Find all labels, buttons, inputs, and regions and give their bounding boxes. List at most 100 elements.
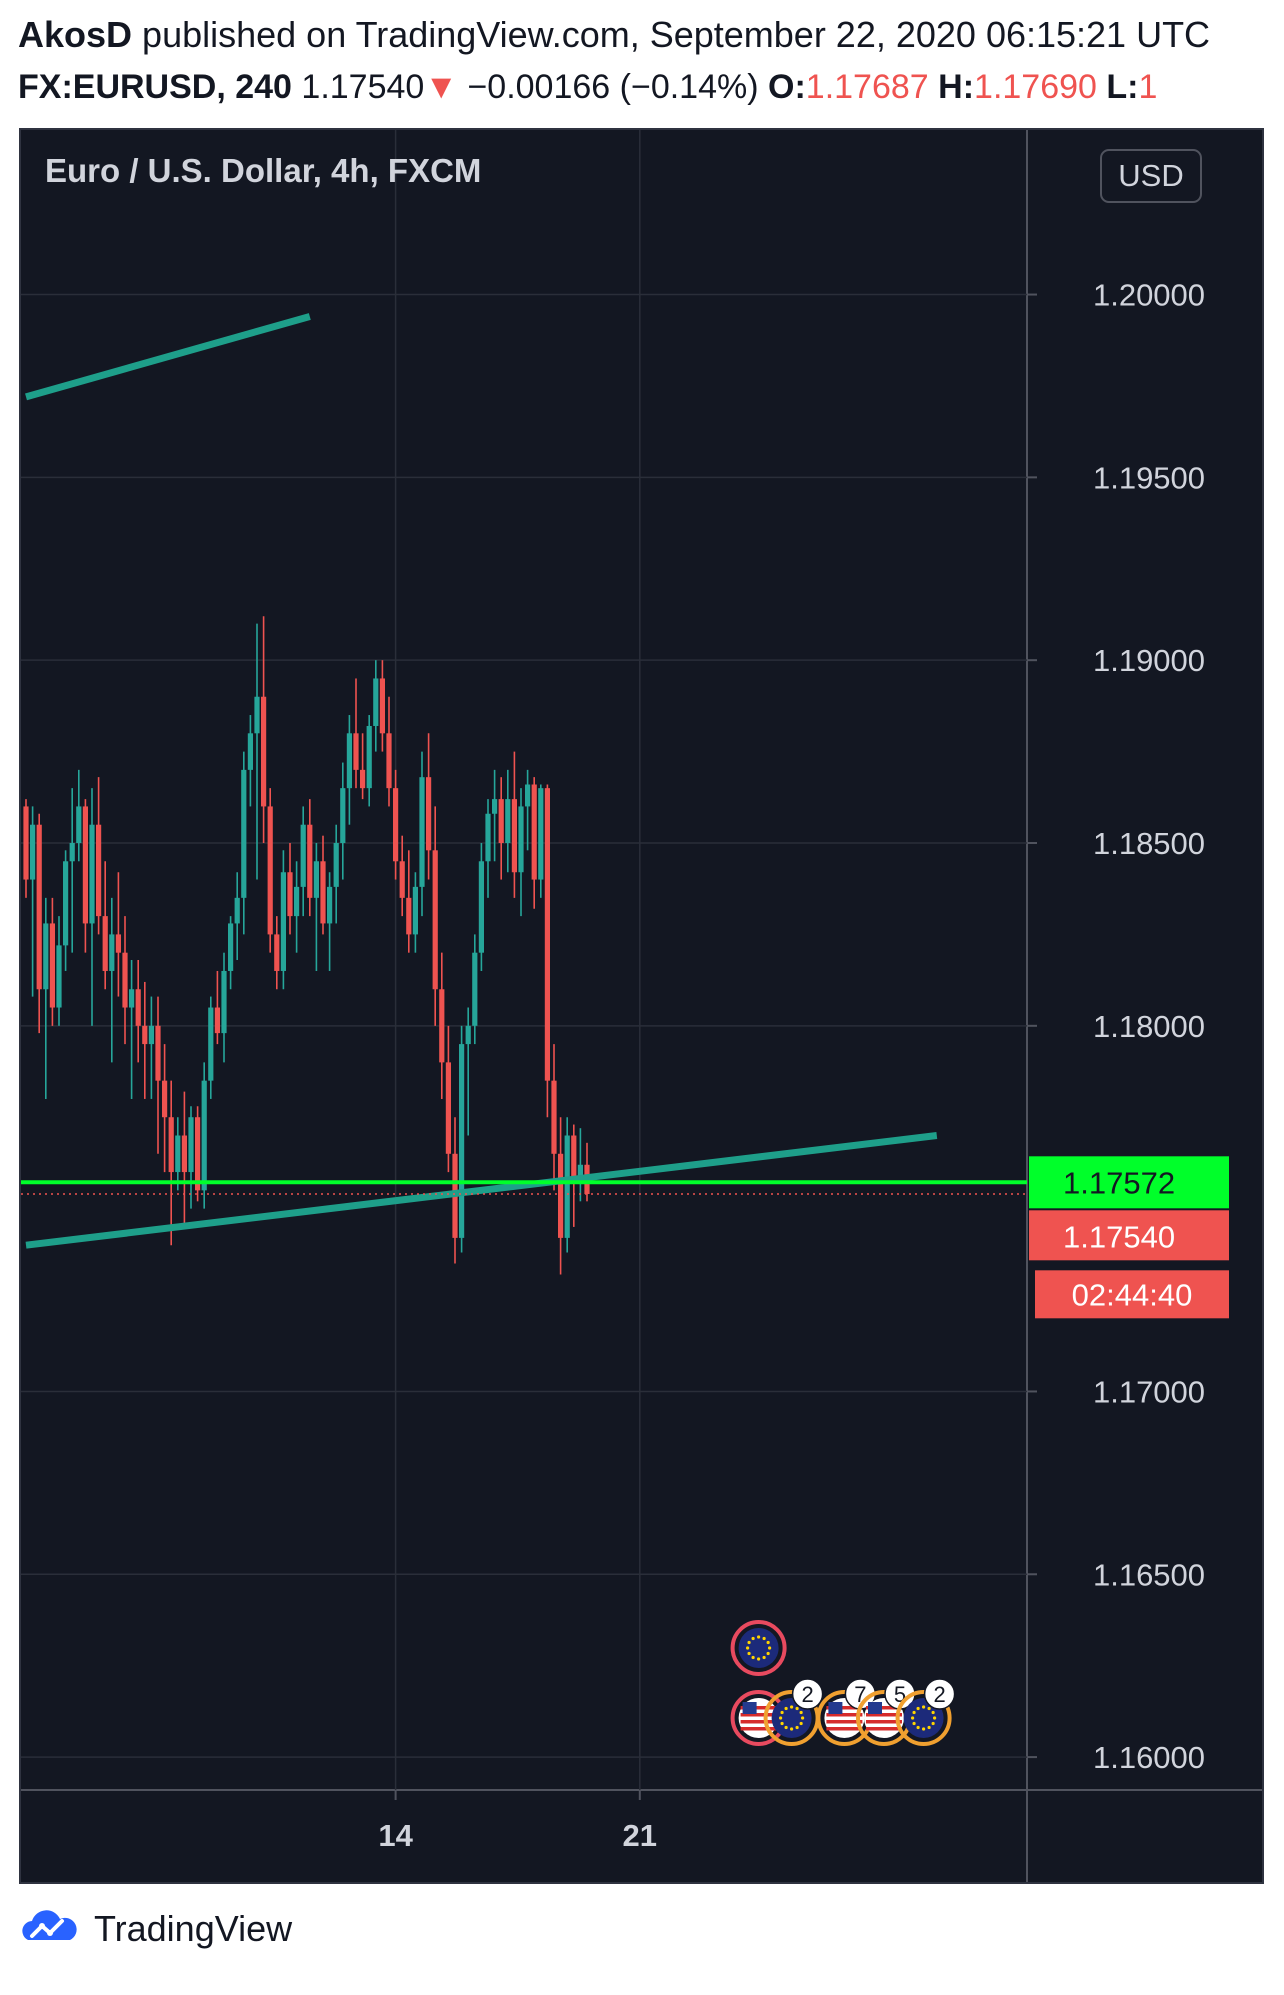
candle-body (234, 897, 240, 924)
candle-body (327, 886, 333, 924)
candle (287, 842, 293, 935)
eu-flag-star (922, 1705, 926, 1709)
candle-body (63, 861, 69, 946)
candle (122, 916, 128, 1045)
candle-body (577, 1164, 583, 1180)
price-chart[interactable]: 1.20000 1.19500 1.19000 1.18500 1.18000 1.170… (21, 130, 1264, 1884)
candle-body (313, 861, 319, 898)
author-name[interactable]: AkosD (18, 14, 133, 55)
candle-body (122, 952, 128, 1008)
candle (472, 934, 478, 1045)
eu-flag-star (916, 1706, 920, 1711)
trendline[interactable] (25, 313, 311, 401)
price-tick-label[interactable]: 1.18500 (1093, 826, 1205, 861)
time-tick-label[interactable]: 21 (623, 1818, 657, 1853)
candle (307, 799, 313, 917)
candle-body (564, 1135, 570, 1238)
candle-body (82, 806, 88, 924)
us-flag-stripe (740, 1727, 777, 1731)
candle (498, 777, 504, 880)
candle (142, 981, 148, 1099)
candle-body (346, 733, 352, 789)
eu-flag-star (784, 1706, 788, 1711)
eu-flag-star (922, 1727, 926, 1731)
eu-flag-star (762, 1636, 766, 1641)
event-ring (730, 1620, 787, 1676)
eu-flag-star (790, 1705, 794, 1709)
tradingview-logo-icon (22, 1910, 77, 1940)
candle-body (360, 769, 366, 789)
candle-body (254, 696, 260, 734)
chart-panel[interactable]: 1.20000 1.19500 1.19000 1.18500 1.18000 1.170… (19, 128, 1264, 1884)
price-tick-label[interactable]: 1.16000 (1093, 1740, 1205, 1775)
candle-body (274, 934, 280, 971)
brand-footer: TradingView (18, 1908, 292, 1950)
us-flag-stripe (826, 1720, 863, 1724)
candle-body (366, 725, 372, 789)
candle (492, 769, 498, 862)
down-arrow-icon: ▼ (424, 68, 458, 106)
eu-flag-star (766, 1640, 770, 1645)
candle (168, 1080, 174, 1246)
candle-body (393, 788, 399, 862)
us-flag-canton (868, 1702, 882, 1714)
candle-body (214, 1007, 220, 1034)
candle-body (320, 861, 326, 924)
price-tick-label[interactable]: 1.19000 (1093, 643, 1205, 678)
candle (69, 788, 75, 953)
us-flag-stripe (826, 1713, 863, 1717)
drawings[interactable] (21, 313, 1027, 1249)
candle-body (280, 872, 286, 971)
economic-event-marker[interactable]: 2 (895, 1678, 956, 1746)
price-tick-label[interactable]: 1.17000 (1093, 1374, 1205, 1409)
eu-flag-star (747, 1640, 751, 1645)
candle (300, 806, 306, 917)
candle-body (43, 923, 49, 990)
candle (267, 788, 273, 953)
bar-countdown-text: 02:44:40 (1072, 1277, 1193, 1312)
candle-body (353, 733, 359, 770)
candle (181, 1091, 187, 1227)
candle (208, 996, 214, 1099)
economic-event-marker[interactable]: 7 (816, 1678, 877, 1746)
candle (412, 872, 418, 953)
candle-body (511, 799, 517, 873)
us-flag-stripe (826, 1727, 863, 1731)
candle-body (195, 1117, 201, 1191)
eu-flag-icon (738, 1628, 779, 1668)
us-flag-stripe (740, 1720, 777, 1724)
candle (201, 1062, 207, 1209)
candle (439, 952, 445, 1099)
candle (419, 751, 425, 917)
us-flag-stripe (740, 1706, 777, 1710)
last-price-label (1029, 1210, 1229, 1261)
trendline[interactable] (25, 1132, 938, 1249)
candle (195, 1106, 201, 1202)
economic-event-marker[interactable]: 2 (763, 1678, 824, 1746)
price-tick-label[interactable]: 1.16500 (1093, 1557, 1205, 1592)
candle (89, 788, 95, 1026)
eu-flag-star (747, 1651, 751, 1656)
us-flag-canton (742, 1702, 757, 1714)
price-change: −0.00166 (−0.14%) (467, 68, 759, 106)
horizontal-line-price-label (1029, 1156, 1229, 1209)
candle (254, 623, 260, 880)
candle-body (188, 1117, 194, 1173)
price-tick-label[interactable]: 1.19500 (1093, 460, 1205, 495)
candle (386, 696, 392, 807)
currency-badge[interactable] (1100, 149, 1202, 203)
candle (221, 952, 227, 1063)
candle (406, 850, 412, 953)
eu-flag-star (757, 1635, 761, 1639)
price-axis[interactable]: 1.20000 1.19500 1.19000 1.18500 1.18000 1.170… (1093, 278, 1205, 1776)
time-axis[interactable]: 14 21 (378, 1818, 657, 1853)
time-tick-label[interactable]: 14 (378, 1818, 413, 1853)
price-tick-label[interactable]: 1.18000 (1093, 1009, 1205, 1044)
candle-body (109, 934, 115, 971)
candle-body (518, 806, 524, 873)
candle (366, 715, 372, 807)
price-tick-label[interactable]: 1.20000 (1093, 278, 1205, 313)
eu-flag-star (799, 1710, 803, 1715)
economic-event-marker[interactable] (730, 1620, 787, 1676)
